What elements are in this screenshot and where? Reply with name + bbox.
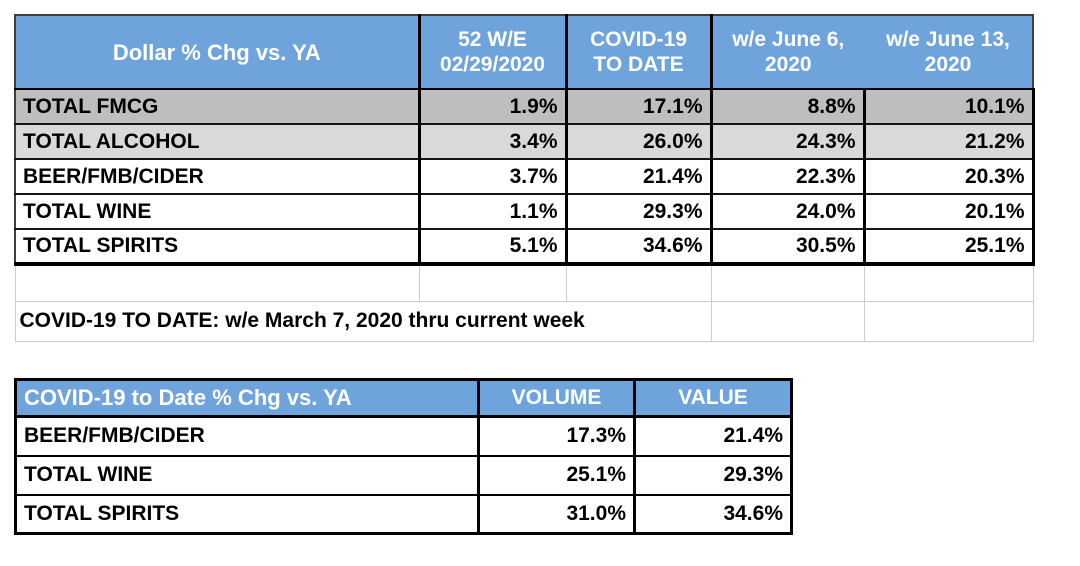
- empty-cell: [418, 263, 567, 302]
- table-row-total-wine: TOTAL WINE 25.1% 29.3%: [14, 454, 793, 496]
- table-row-total-alcohol: TOTAL ALCOHOL 3.4% 26.0% 24.3% 21.2%: [14, 124, 1035, 160]
- row-label: BEER/FMB/CIDER: [14, 415, 480, 457]
- value-cell: 30.5%: [709, 229, 864, 266]
- table2-header-row: COVID-19 to Date % Chg vs. YA VOLUME VAL…: [14, 378, 793, 418]
- empty-cell: [710, 263, 865, 302]
- table1-header-row: Dollar % Chg vs. YA 52 W/E 02/29/2020 CO…: [14, 14, 1034, 90]
- empty-cell: [14, 263, 420, 302]
- table1-col-header-52we: 52 W/E 02/29/2020: [417, 14, 566, 90]
- empty-cell: [863, 300, 1034, 342]
- value-cell: 3.7%: [417, 159, 566, 195]
- value-cell: 5.1%: [417, 229, 566, 266]
- value-cell: 25.1%: [477, 454, 636, 496]
- col-header-line: 2020: [764, 53, 812, 76]
- table1-col-header-june6: w/e June 6, 2020: [709, 14, 864, 90]
- value-cell: 20.3%: [862, 159, 1035, 195]
- table2-col-header-volume: VOLUME: [477, 378, 636, 418]
- value-cell: 29.3%: [564, 194, 711, 230]
- col-header-line: TO DATE: [593, 53, 684, 76]
- value-cell: 21.4%: [633, 415, 793, 457]
- dollar-pct-chg-table: Dollar % Chg vs. YA 52 W/E 02/29/2020 CO…: [14, 14, 1035, 342]
- value-cell: 8.8%: [709, 89, 864, 125]
- col-header-line: 2020: [924, 53, 972, 76]
- table2-col-header-value: VALUE: [633, 378, 793, 418]
- value-cell: 17.1%: [564, 89, 711, 125]
- value-cell: 21.2%: [862, 124, 1035, 160]
- row-label: TOTAL WINE: [14, 454, 480, 496]
- table-row-beer-fmb-cider: BEER/FMB/CIDER 3.7% 21.4% 22.3% 20.3%: [14, 159, 1035, 195]
- col-header-line: w/e June 13,: [886, 28, 1010, 51]
- value-cell: 17.3%: [477, 415, 636, 457]
- row-label: TOTAL FMCG: [14, 89, 419, 125]
- table2-title: COVID-19 to Date % Chg vs. YA: [14, 378, 480, 418]
- value-cell: 24.0%: [709, 194, 864, 230]
- value-cell: 29.3%: [633, 454, 793, 496]
- col-header-line: COVID-19: [590, 28, 687, 51]
- value-cell: 31.0%: [477, 493, 636, 535]
- note-row: COVID-19 TO DATE: w/e March 7, 2020 thru…: [14, 300, 1034, 342]
- value-cell: 34.6%: [564, 229, 711, 266]
- value-cell: 26.0%: [564, 124, 711, 160]
- empty-cell: [565, 263, 712, 302]
- col-header-line: 02/29/2020: [439, 53, 546, 76]
- covid-to-date-note: COVID-19 TO DATE: w/e March 7, 2020 thru…: [14, 300, 712, 342]
- value-cell: 24.3%: [709, 124, 864, 160]
- row-label: TOTAL SPIRITS: [14, 229, 419, 266]
- col-header-line: w/e June 6,: [732, 28, 845, 51]
- table-row-total-fmcg: TOTAL FMCG 1.9% 17.1% 8.8% 10.1%: [14, 89, 1035, 125]
- table-row-beer-fmb-cider: BEER/FMB/CIDER 17.3% 21.4%: [14, 415, 793, 457]
- empty-cell: [710, 300, 865, 342]
- value-cell: 25.1%: [862, 229, 1035, 266]
- value-cell: 22.3%: [709, 159, 864, 195]
- empty-cell: [863, 263, 1034, 302]
- col-header-line: 52 W/E: [458, 28, 527, 51]
- row-label: BEER/FMB/CIDER: [14, 159, 419, 195]
- value-cell: 1.1%: [417, 194, 566, 230]
- value-cell: 1.9%: [417, 89, 566, 125]
- value-cell: 21.4%: [564, 159, 711, 195]
- covid-to-date-volume-value-table: COVID-19 to Date % Chg vs. YA VOLUME VAL…: [14, 378, 793, 535]
- table-row-total-wine: TOTAL WINE 1.1% 29.3% 24.0% 20.1%: [14, 194, 1035, 230]
- row-label: TOTAL ALCOHOL: [14, 124, 419, 160]
- value-cell: 3.4%: [417, 124, 566, 160]
- row-label: TOTAL WINE: [14, 194, 419, 230]
- table-row-total-spirits: TOTAL SPIRITS 31.0% 34.6%: [14, 493, 793, 535]
- table-row-total-spirits: TOTAL SPIRITS 5.1% 34.6% 30.5% 25.1%: [14, 229, 1035, 266]
- value-cell: 34.6%: [633, 493, 793, 535]
- empty-row: [14, 263, 1034, 302]
- value-cell: 20.1%: [862, 194, 1035, 230]
- table1-col-header-june13: w/e June 13, 2020: [864, 14, 1034, 90]
- table1-title: Dollar % Chg vs. YA: [14, 14, 419, 90]
- table1-col-header-covid-to-date: COVID-19 TO DATE: [564, 14, 711, 90]
- value-cell: 10.1%: [862, 89, 1035, 125]
- row-label: TOTAL SPIRITS: [14, 493, 480, 535]
